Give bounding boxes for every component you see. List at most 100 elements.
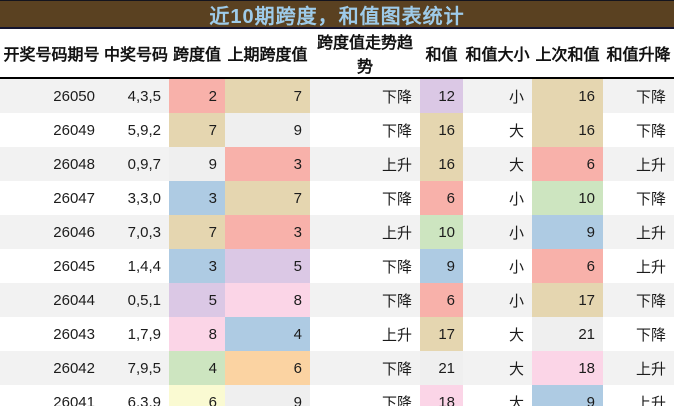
cell-period: 26047: [53, 189, 95, 207]
cell-prev-sum-value: 16: [532, 78, 603, 113]
cell-span-value: 7: [169, 113, 225, 147]
cell-span-trend: 下降: [381, 190, 412, 208]
table-row: 26042 7,9,5 4 6 下降 21 大 18 上升: [0, 351, 674, 385]
cell-winning-numbers: 0,5,1: [127, 291, 161, 309]
cell-winning-numbers: 7,0,3: [127, 223, 161, 241]
cell-prev-span-value: 7: [225, 181, 310, 215]
cell-period: 26046: [53, 223, 95, 241]
cell-prev-sum-value: 10: [532, 181, 603, 215]
cell-sum-value: 6: [420, 283, 463, 317]
cell-sum-value: 6: [420, 181, 463, 215]
table-row: 26047 3,3,0 3 7 下降 6 小 10 下降: [0, 181, 674, 215]
col-header-sum-size: 和值大小: [463, 29, 532, 79]
cell-sum-trend: 下降: [635, 88, 666, 106]
table-row: 26050 4,3,5 2 7 下降 12 小 16 下降: [0, 78, 674, 113]
cell-sum-trend: 上升: [635, 258, 666, 276]
cell-winning-numbers: 1,4,4: [127, 257, 161, 275]
cell-sum-trend: 上升: [635, 224, 666, 242]
col-header-winning-numbers: 中奖号码: [103, 29, 169, 79]
cell-prev-span-value: 8: [225, 283, 310, 317]
cell-period: 26048: [53, 155, 95, 173]
col-header-prev-span-value: 上期跨度值: [225, 29, 310, 79]
cell-span-trend: 下降: [381, 122, 412, 140]
cell-sum-size: 大: [508, 122, 524, 140]
cell-span-trend: 上升: [381, 224, 412, 242]
cell-sum-size: 大: [508, 326, 524, 344]
cell-span-trend: 上升: [381, 156, 412, 174]
cell-period: 26050: [53, 87, 95, 105]
cell-span-value: 3: [169, 181, 225, 215]
cell-prev-span-value: 5: [225, 249, 310, 283]
cell-prev-sum-value: 16: [532, 113, 603, 147]
col-header-prev-sum-value: 上次和值: [532, 29, 603, 79]
cell-span-trend: 下降: [381, 88, 412, 106]
cell-prev-span-value: 9: [225, 113, 310, 147]
cell-sum-value: 10: [420, 215, 463, 249]
cell-sum-trend: 下降: [635, 122, 666, 140]
cell-sum-size: 大: [508, 156, 524, 174]
cell-period: 26049: [53, 121, 95, 139]
cell-period: 26041: [53, 393, 95, 406]
col-header-span-value: 跨度值: [169, 29, 225, 79]
cell-prev-sum-value: 9: [532, 215, 603, 249]
table-row: 26048 0,9,7 9 3 上升 16 大 6 上升: [0, 147, 674, 181]
cell-winning-numbers: 6,3,9: [127, 393, 161, 406]
cell-sum-size: 小: [508, 258, 524, 276]
cell-span-value: 4: [169, 351, 225, 385]
cell-sum-trend: 上升: [635, 156, 666, 174]
table-row: 26045 1,4,4 3 5 下降 9 小 6 上升: [0, 249, 674, 283]
cell-sum-value: 17: [420, 317, 463, 351]
cell-sum-size: 小: [508, 292, 524, 310]
cell-prev-sum-value: 9: [532, 385, 603, 406]
table-row: 26041 6,3,9 6 9 下降 18 大 9 上升: [0, 385, 674, 406]
cell-prev-sum-value: 6: [532, 147, 603, 181]
cell-span-value: 9: [169, 147, 225, 181]
cell-sum-trend: 下降: [635, 292, 666, 310]
cell-sum-value: 12: [420, 78, 463, 113]
col-header-sum-value: 和值: [420, 29, 463, 79]
cell-prev-sum-value: 18: [532, 351, 603, 385]
cell-sum-value: 18: [420, 385, 463, 406]
col-header-sum-trend: 和值升降: [603, 29, 674, 79]
cell-prev-sum-value: 17: [532, 283, 603, 317]
stats-table: 开奖号码期号 中奖号码 跨度值 上期跨度值 跨度值走势趋势 和值 和值大小 上次…: [0, 29, 674, 406]
cell-prev-span-value: 6: [225, 351, 310, 385]
table-row: 26049 5,9,2 7 9 下降 16 大 16 下降: [0, 113, 674, 147]
cell-span-trend: 上升: [381, 326, 412, 344]
page-title: 近10期跨度，和值图表统计: [209, 5, 465, 28]
col-header-period: 开奖号码期号: [0, 29, 103, 79]
cell-sum-value: 16: [420, 113, 463, 147]
cell-span-trend: 下降: [381, 258, 412, 276]
cell-span-trend: 下降: [381, 360, 412, 378]
cell-span-value: 7: [169, 215, 225, 249]
cell-period: 26042: [53, 359, 95, 377]
cell-span-trend: 下降: [381, 292, 412, 310]
table-row: 26043 1,7,9 8 4 上升 17 大 21 下降: [0, 317, 674, 351]
cell-period: 26045: [53, 257, 95, 275]
cell-span-value: 3: [169, 249, 225, 283]
cell-sum-trend: 下降: [635, 190, 666, 208]
cell-winning-numbers: 7,9,5: [127, 359, 161, 377]
cell-span-value: 8: [169, 317, 225, 351]
cell-span-value: 6: [169, 385, 225, 406]
cell-prev-span-value: 3: [225, 215, 310, 249]
cell-sum-size: 小: [508, 224, 524, 242]
cell-sum-size: 小: [508, 190, 524, 208]
cell-period: 26044: [53, 291, 95, 309]
cell-prev-span-value: 4: [225, 317, 310, 351]
table-row: 26046 7,0,3 7 3 上升 10 小 9 上升: [0, 215, 674, 249]
cell-sum-size: 大: [508, 360, 524, 378]
cell-prev-sum-value: 21: [532, 317, 603, 351]
cell-winning-numbers: 0,9,7: [127, 155, 161, 173]
title-bar: 近10期跨度，和值图表统计: [0, 0, 674, 29]
cell-prev-span-value: 7: [225, 78, 310, 113]
cell-winning-numbers: 4,3,5: [127, 87, 161, 105]
cell-span-value: 2: [169, 78, 225, 113]
cell-winning-numbers: 3,3,0: [127, 189, 161, 207]
header-row: 开奖号码期号 中奖号码 跨度值 上期跨度值 跨度值走势趋势 和值 和值大小 上次…: [0, 29, 674, 79]
cell-prev-sum-value: 6: [532, 249, 603, 283]
cell-sum-value: 16: [420, 147, 463, 181]
cell-prev-span-value: 9: [225, 385, 310, 406]
cell-sum-size: 大: [508, 394, 524, 406]
cell-sum-value: 9: [420, 249, 463, 283]
